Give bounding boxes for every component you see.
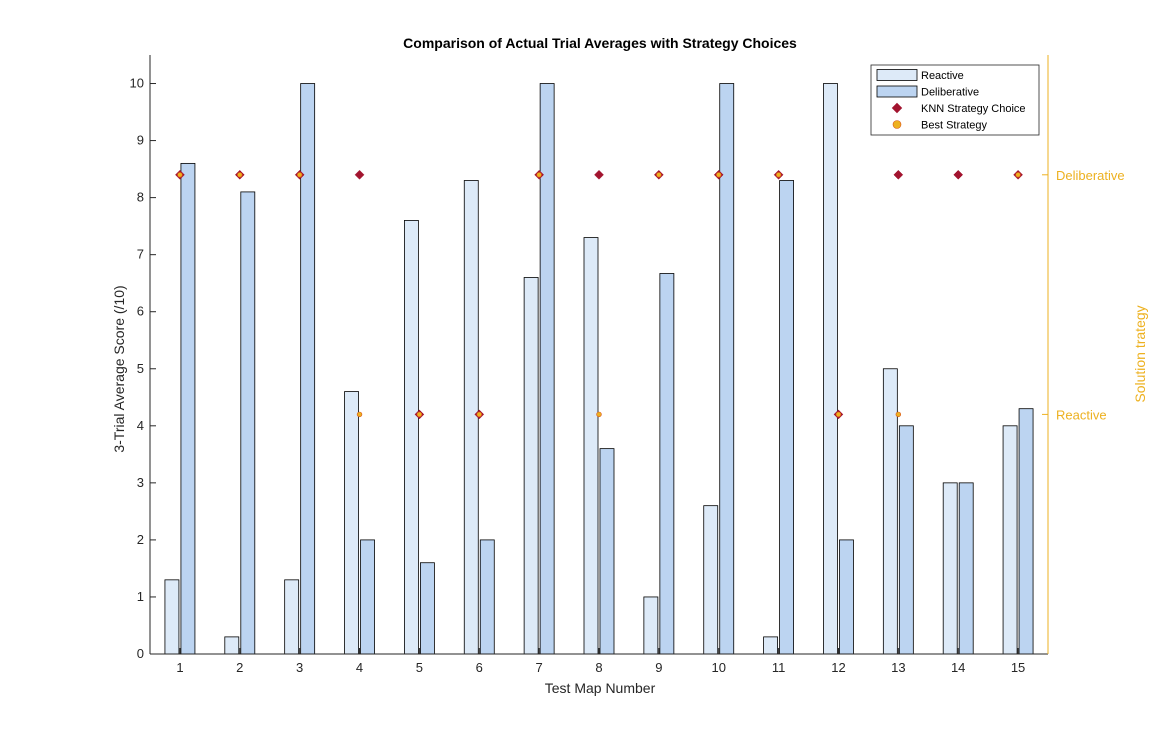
x-axis-label: Test Map Number — [545, 680, 656, 696]
best-strategy-marker-12 — [835, 411, 842, 418]
x-tick-label: 7 — [536, 660, 543, 675]
best-strategy-marker-4 — [356, 411, 363, 418]
bar-deliberative-8 — [599, 448, 615, 655]
legend-swatch — [891, 102, 903, 114]
bar-deliberative-13 — [898, 425, 914, 655]
legend: Reactive Deliberative KNN Strategy Choice B… — [870, 64, 1040, 136]
legend-label: KNN Strategy Choice — [921, 103, 1026, 115]
bar-reactive-11 — [763, 636, 778, 655]
best-strategy-marker-8 — [596, 411, 602, 418]
bar-reactive-5 — [403, 220, 419, 655]
x-tick-label: 10 — [711, 660, 725, 675]
x-tick-label: 8 — [595, 660, 602, 675]
bar-reactive-13 — [882, 368, 898, 655]
x-tick-label: 11 — [772, 660, 786, 675]
y-tick-label: 3 — [137, 475, 144, 490]
best-strategy-marker-7 — [536, 172, 542, 178]
y-tick-label: 9 — [137, 133, 144, 148]
y-tick-label: 1 — [137, 589, 144, 604]
bars-layer — [164, 83, 1034, 655]
bar-reactive-12 — [823, 83, 838, 655]
x-tick-label: 6 — [476, 660, 483, 675]
bar-deliberative-4 — [360, 539, 375, 655]
legend-label: Reactive — [921, 70, 964, 82]
bar-reactive-3 — [284, 579, 300, 655]
legend-label: Deliberative — [921, 87, 979, 99]
bar-deliberative-5 — [419, 562, 435, 655]
best-strategy-marker-15 — [1015, 172, 1021, 178]
y-tick-label: 10 — [130, 76, 144, 91]
x-tick-label: 3 — [296, 660, 303, 675]
knn-choice-marker-8 — [594, 169, 604, 180]
best-strategy-marker-13 — [895, 411, 902, 418]
best-strategy-marker-2 — [237, 172, 243, 178]
legend-swatch — [876, 85, 918, 98]
bar-reactive-6 — [463, 180, 479, 655]
knn-choice-marker-13 — [893, 169, 904, 180]
y2-tick-label: Reactive — [1056, 407, 1107, 422]
best-strategy-marker-10 — [716, 172, 722, 178]
y-tick-label: 6 — [137, 304, 144, 319]
best-strategy-marker-6 — [476, 411, 482, 418]
bar-reactive-2 — [224, 636, 240, 655]
legend-label: Best Strategy — [921, 120, 988, 132]
y-tick-label: 2 — [137, 532, 144, 547]
best-strategy-marker-9 — [656, 172, 662, 178]
bar-reactive-1 — [164, 579, 180, 655]
y-tick-label: 8 — [137, 190, 144, 205]
x-tick-label: 1 — [176, 660, 183, 675]
markers-layer — [175, 169, 1023, 420]
bar-reactive-9 — [643, 596, 659, 655]
x-tick-label: 12 — [831, 660, 845, 675]
knn-choice-marker-14 — [953, 169, 964, 180]
bar-deliberative-3 — [300, 83, 316, 655]
bar-deliberative-10 — [719, 83, 735, 655]
x-tick-label: 15 — [1011, 660, 1025, 675]
y2-axis-label: Solution trategy — [1132, 305, 1148, 402]
chart-title: Comparison of Actual Trial Averages with… — [403, 35, 797, 51]
bar-deliberative-12 — [839, 539, 854, 655]
bar-deliberative-14 — [958, 482, 974, 655]
y-tick-label: 4 — [137, 418, 144, 433]
bar-reactive-4 — [344, 391, 359, 655]
y-tick-label: 5 — [137, 361, 144, 376]
x-tick-label: 4 — [356, 660, 363, 675]
best-strategy-marker-11 — [775, 172, 782, 178]
bar-deliberative-15 — [1018, 408, 1034, 655]
y2-tick-label: Deliberative — [1056, 168, 1125, 183]
legend-swatch — [892, 120, 902, 129]
y-axis-label: 3-Trial Average Score (/10) — [111, 285, 127, 452]
bar-deliberative-7 — [539, 83, 555, 655]
best-strategy-marker-1 — [177, 172, 183, 178]
bar-deliberative-2 — [240, 191, 256, 655]
bar-deliberative-1 — [180, 162, 196, 655]
x-tick-label: 5 — [416, 660, 423, 675]
x-tick-label: 2 — [236, 660, 243, 675]
x-tick-label: 9 — [655, 660, 662, 675]
bar-reactive-10 — [703, 505, 719, 655]
y-tick-label: 0 — [137, 646, 144, 661]
bar-reactive-14 — [942, 482, 958, 655]
bar-reactive-15 — [1002, 425, 1018, 655]
bar-reactive-7 — [523, 277, 539, 655]
bar-deliberative-6 — [479, 539, 495, 655]
bar-deliberative-11 — [779, 180, 794, 655]
y-tick-label: 7 — [137, 247, 144, 262]
knn-choice-marker-4 — [354, 169, 365, 180]
bar-reactive-8 — [583, 237, 599, 655]
x-tick-label: 13 — [891, 660, 905, 675]
legend-swatch — [876, 69, 918, 81]
bar-deliberative-9 — [659, 273, 675, 655]
x-tick-label: 14 — [951, 660, 965, 675]
best-strategy-marker-5 — [416, 411, 423, 418]
best-strategy-marker-3 — [296, 172, 303, 178]
